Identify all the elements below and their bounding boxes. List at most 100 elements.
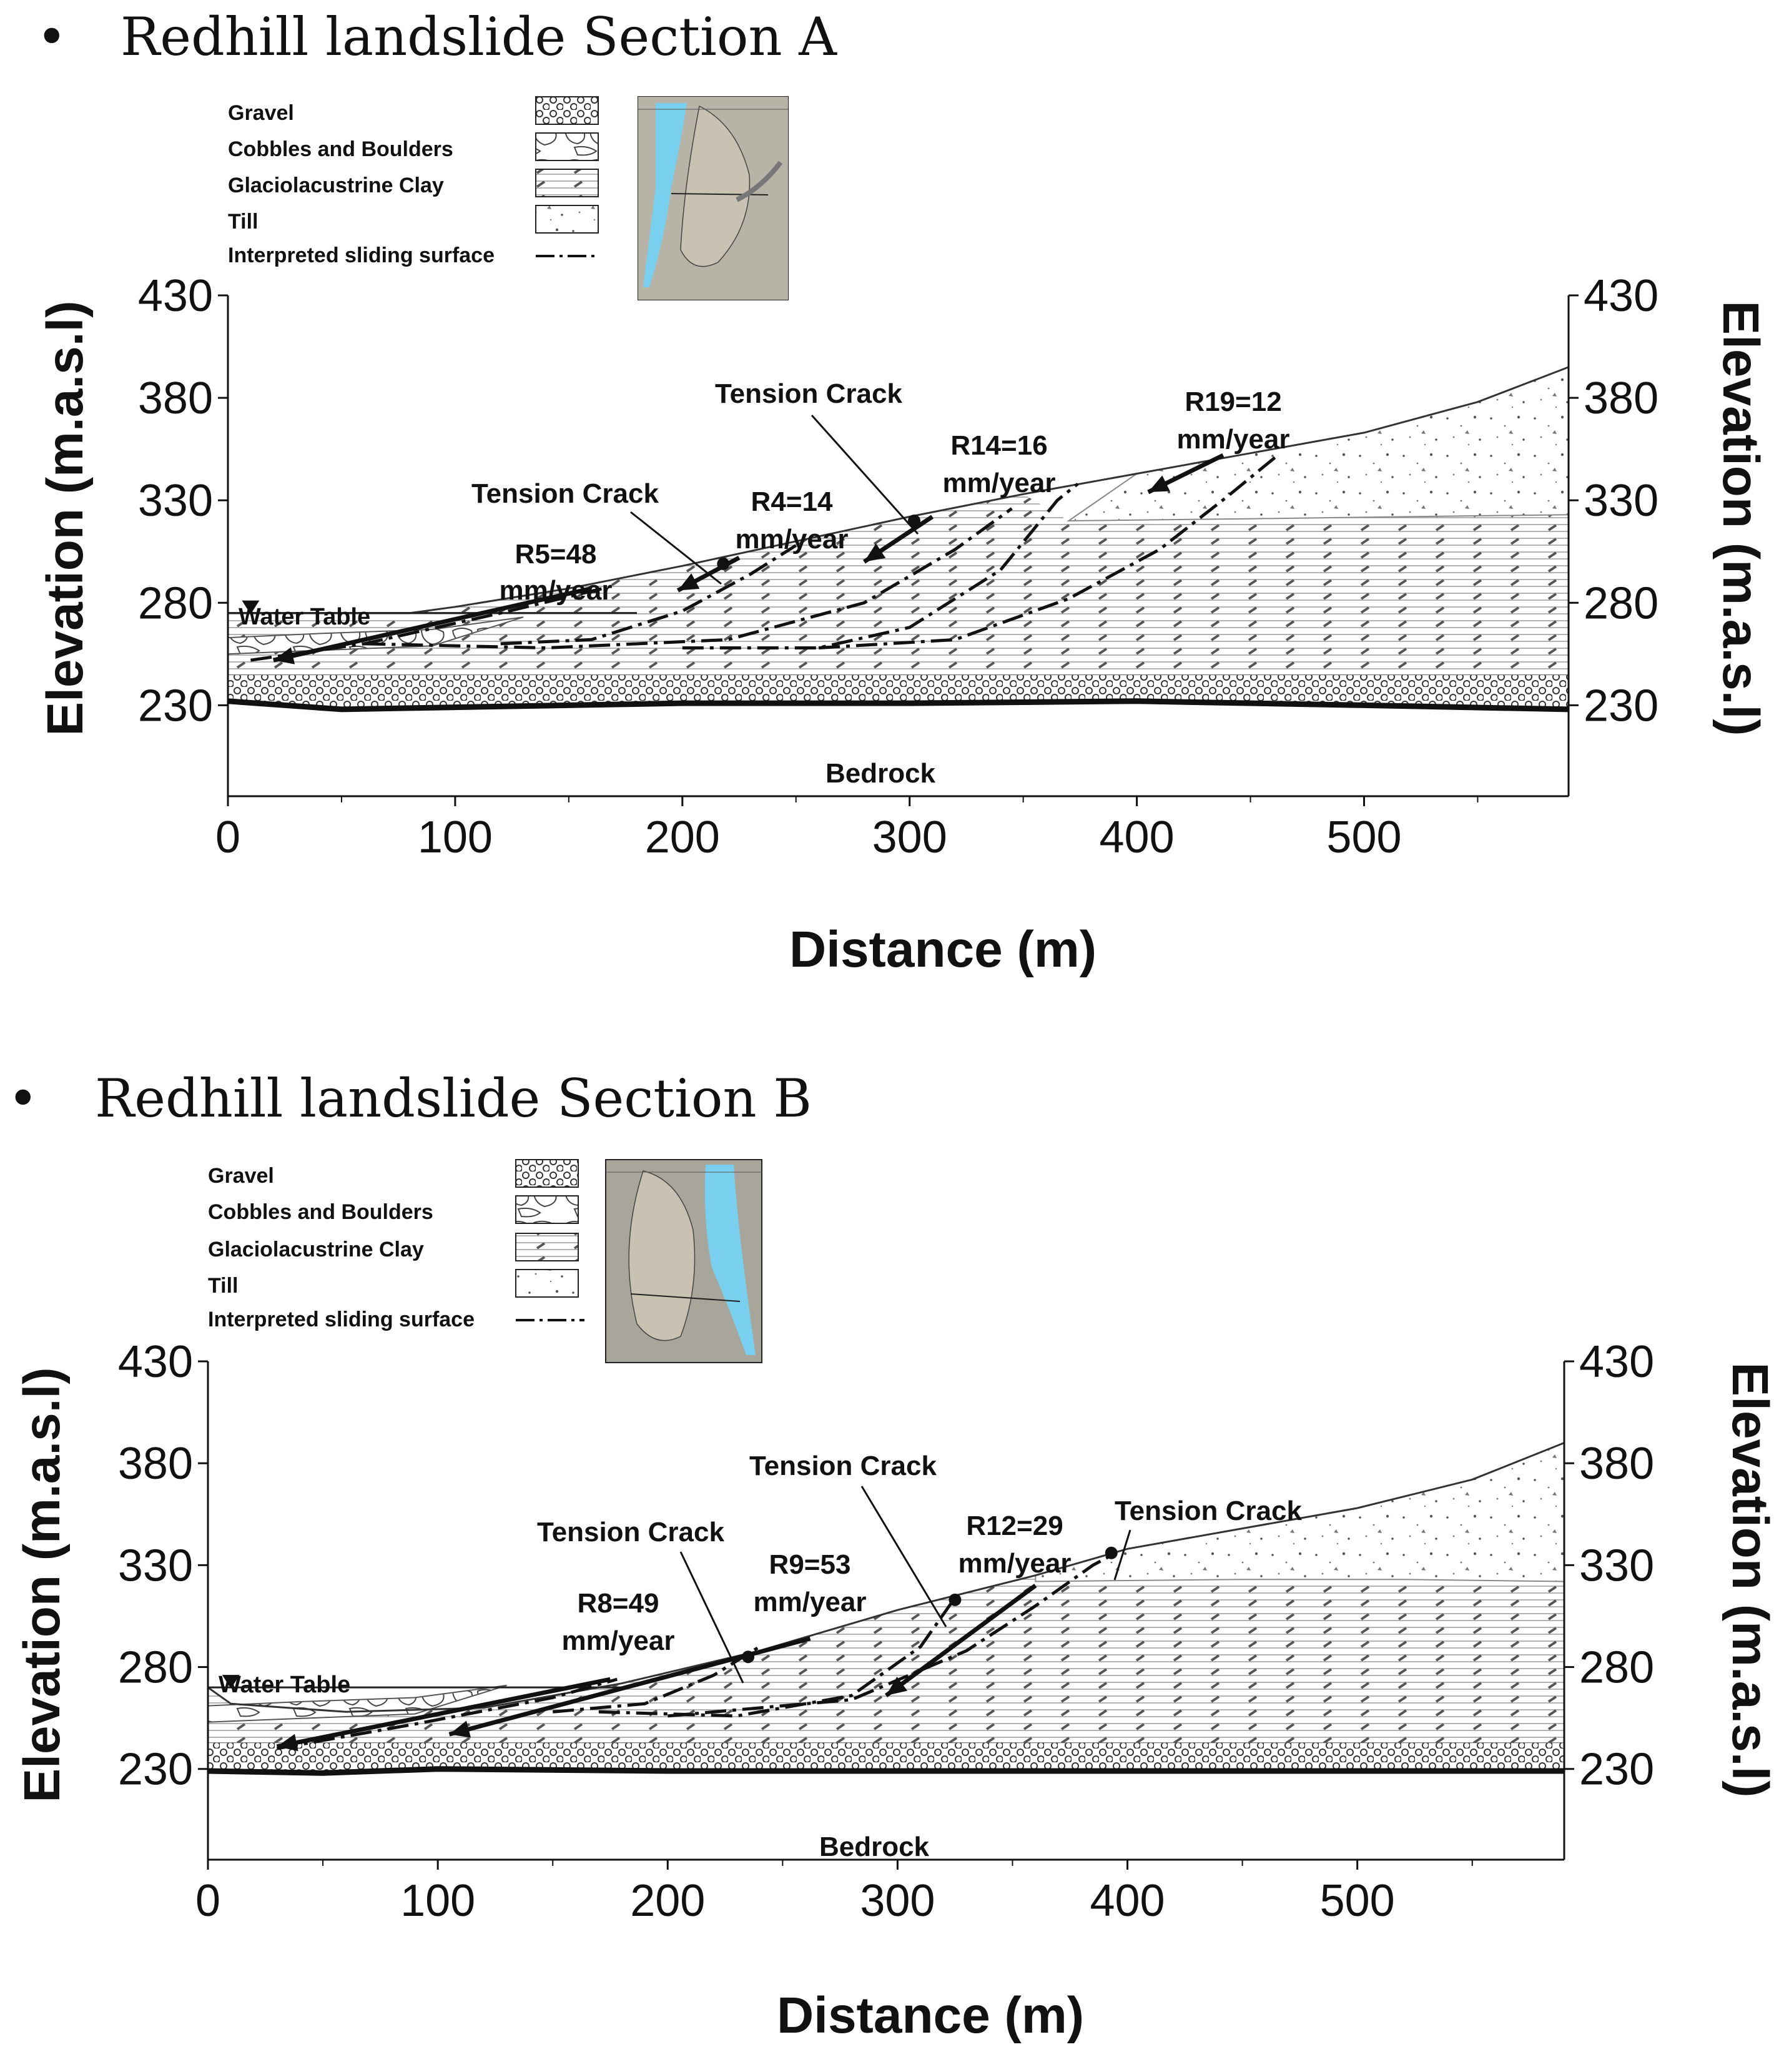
- r12-label: R12=29: [966, 1511, 1063, 1541]
- water-table-marker-icon: [222, 1675, 240, 1689]
- sliding-surface-r14-outer: [682, 482, 1079, 649]
- tension-crack-2-leader: [811, 414, 919, 535]
- x-tick-label: 0: [195, 1876, 220, 1926]
- x-tick-label: 400: [1090, 1876, 1165, 1926]
- tension-crack-2-leader: [860, 1486, 947, 1627]
- y-tick-label-left: 380: [138, 373, 213, 423]
- tension-crack-1-leader: [630, 511, 722, 585]
- tension-crack-1-marker: [717, 557, 730, 570]
- water-table-label: Water Table: [239, 604, 370, 630]
- sliding-surface-r19: [818, 454, 1279, 649]
- x-tick-label: 100: [400, 1876, 475, 1926]
- x-axis-title: Distance (m): [789, 921, 1097, 978]
- section-b: • Redhill landslide Section B: [0, 1062, 1784, 2072]
- r9-unit: mm/year: [753, 1587, 866, 1617]
- bedrock-label: Bedrock: [825, 758, 936, 789]
- x-axis-title: Distance (m): [777, 1987, 1084, 2044]
- till-layer: [1067, 366, 1569, 522]
- velocity-arrowhead-r8: [277, 1734, 298, 1752]
- inset-map: [638, 96, 789, 300]
- x-tick-label: 200: [630, 1876, 705, 1926]
- water-table-label: Water Table: [219, 1672, 350, 1698]
- y-axis-title-right: Elevation (m.a.s.l): [1722, 1362, 1778, 1797]
- y-tick-label-right: 230: [1579, 1745, 1654, 1795]
- r19-label: R19=12: [1185, 387, 1281, 417]
- y-tick-label-right: 380: [1579, 1439, 1654, 1489]
- legend: Gravel Cobbles and Boulders Glaciolacust…: [228, 96, 599, 267]
- r8-unit: mm/year: [561, 1626, 674, 1656]
- r8-label: R8=49: [578, 1588, 659, 1619]
- y-tick-label-right: 330: [1584, 476, 1658, 526]
- r5-label: R5=48: [515, 539, 597, 570]
- r14-unit: mm/year: [942, 468, 1055, 498]
- y-tick-label-left: 280: [138, 578, 213, 628]
- legend-gravel-label: Gravel: [208, 1164, 274, 1188]
- bedrock-label: Bedrock: [819, 1832, 930, 1862]
- legend-sliding-label: Interpreted sliding surface: [228, 244, 495, 267]
- x-tick-label: 400: [1100, 812, 1175, 862]
- legend-till-swatch: [515, 1269, 579, 1298]
- tension-crack-label-3: Tension Crack: [1115, 1496, 1302, 1526]
- legend-cobbles-label: Cobbles and Boulders: [208, 1200, 433, 1224]
- velocity-arrowhead-r14: [864, 543, 886, 562]
- y-axis-title-right: Elevation (m.a.s.l): [1712, 300, 1769, 736]
- y-tick-label-right: 430: [1584, 271, 1658, 321]
- x-tick-label: 500: [1326, 812, 1401, 862]
- legend-gravel-swatch: [535, 96, 599, 125]
- velocity-arrow-r5: [273, 586, 593, 663]
- bedrock-line: [227, 698, 1569, 713]
- legend-clay-swatch: [535, 169, 599, 197]
- legend-clay-swatch: [515, 1233, 579, 1261]
- legend-till-swatch: [535, 205, 599, 234]
- y-tick-label-left: 280: [118, 1643, 193, 1693]
- x-tick-label: 500: [1320, 1876, 1395, 1926]
- x-tick-label: 0: [215, 812, 240, 862]
- cross-section-plot: 230 230 280 280 330 330 380 380 430 430 0 100 200 300…: [118, 1337, 1654, 1926]
- bedrock-line: [207, 1766, 1564, 1776]
- legend-clay-label: Glaciolacustrine Clay: [208, 1238, 424, 1261]
- section-b-figure: Gravel Cobbles and Boulders Glaciolacust…: [14, 1159, 1778, 2044]
- y-tick-label-right: 280: [1579, 1643, 1654, 1693]
- x-tick-label: 300: [860, 1876, 935, 1926]
- tension-crack-label-1: Tension Crack: [537, 1517, 724, 1547]
- y-tick-label-right: 280: [1584, 578, 1658, 628]
- sliding-surface-r9: [552, 1645, 761, 1714]
- sliding-surface-r14: [364, 507, 1013, 650]
- x-tick-label: 200: [645, 812, 720, 862]
- y-axis-title-left: Elevation (m.a.s.l): [37, 300, 94, 736]
- velocity-arrowhead-r5: [273, 647, 295, 664]
- velocity-arrowhead-r9: [449, 1720, 471, 1738]
- r14-label: R14=16: [950, 430, 1047, 461]
- y-tick-label-right: 230: [1584, 681, 1658, 731]
- section-a-figure: Gravel Cobbles and Boulders Glaciolacust…: [37, 96, 1769, 978]
- legend: Gravel Cobbles and Boulders Glaciolacust…: [208, 1159, 584, 1331]
- inset-map: [605, 1159, 762, 1363]
- sliding-surface-r8: [276, 1677, 618, 1750]
- r5-unit: mm/year: [499, 575, 612, 606]
- y-tick-label-right: 430: [1579, 1337, 1654, 1387]
- sliding-surface-r4: [500, 544, 797, 646]
- r4-label: R4=14: [751, 486, 833, 517]
- x-tick-label: 100: [418, 812, 493, 862]
- tension-crack-label-2: Tension Crack: [715, 378, 902, 409]
- sliding-surface-r12: [668, 1551, 1117, 1718]
- water-table-marker-icon: [242, 600, 260, 614]
- y-tick-label-left: 330: [118, 1541, 193, 1591]
- tension-crack-3-leader: [1113, 1529, 1131, 1581]
- tension-crack-3-marker: [1105, 1546, 1118, 1559]
- velocity-arrowhead-r12: [886, 1676, 908, 1696]
- tension-crack-label-2: Tension Crack: [749, 1451, 937, 1481]
- velocity-arrowhead-r4: [678, 573, 700, 591]
- tension-crack-2-marker: [907, 515, 920, 527]
- legend-till-label: Till: [208, 1274, 239, 1298]
- y-tick-label-left: 230: [138, 681, 213, 731]
- tension-crack-2-marker: [949, 1593, 962, 1606]
- legend-till-label: Till: [228, 210, 259, 234]
- y-tick-label-left: 430: [138, 271, 213, 321]
- ground-surface-line: [207, 1442, 1565, 1713]
- y-tick-label-left: 430: [118, 1337, 193, 1387]
- cross-section-plot: 230 230 280 280 330 330 380 380 430 430 0 100 200 300…: [138, 271, 1658, 862]
- r19-unit: mm/year: [1176, 424, 1289, 455]
- section-a: • Redhill landslide Section A: [0, 0, 1784, 1012]
- y-tick-label-right: 380: [1584, 373, 1658, 423]
